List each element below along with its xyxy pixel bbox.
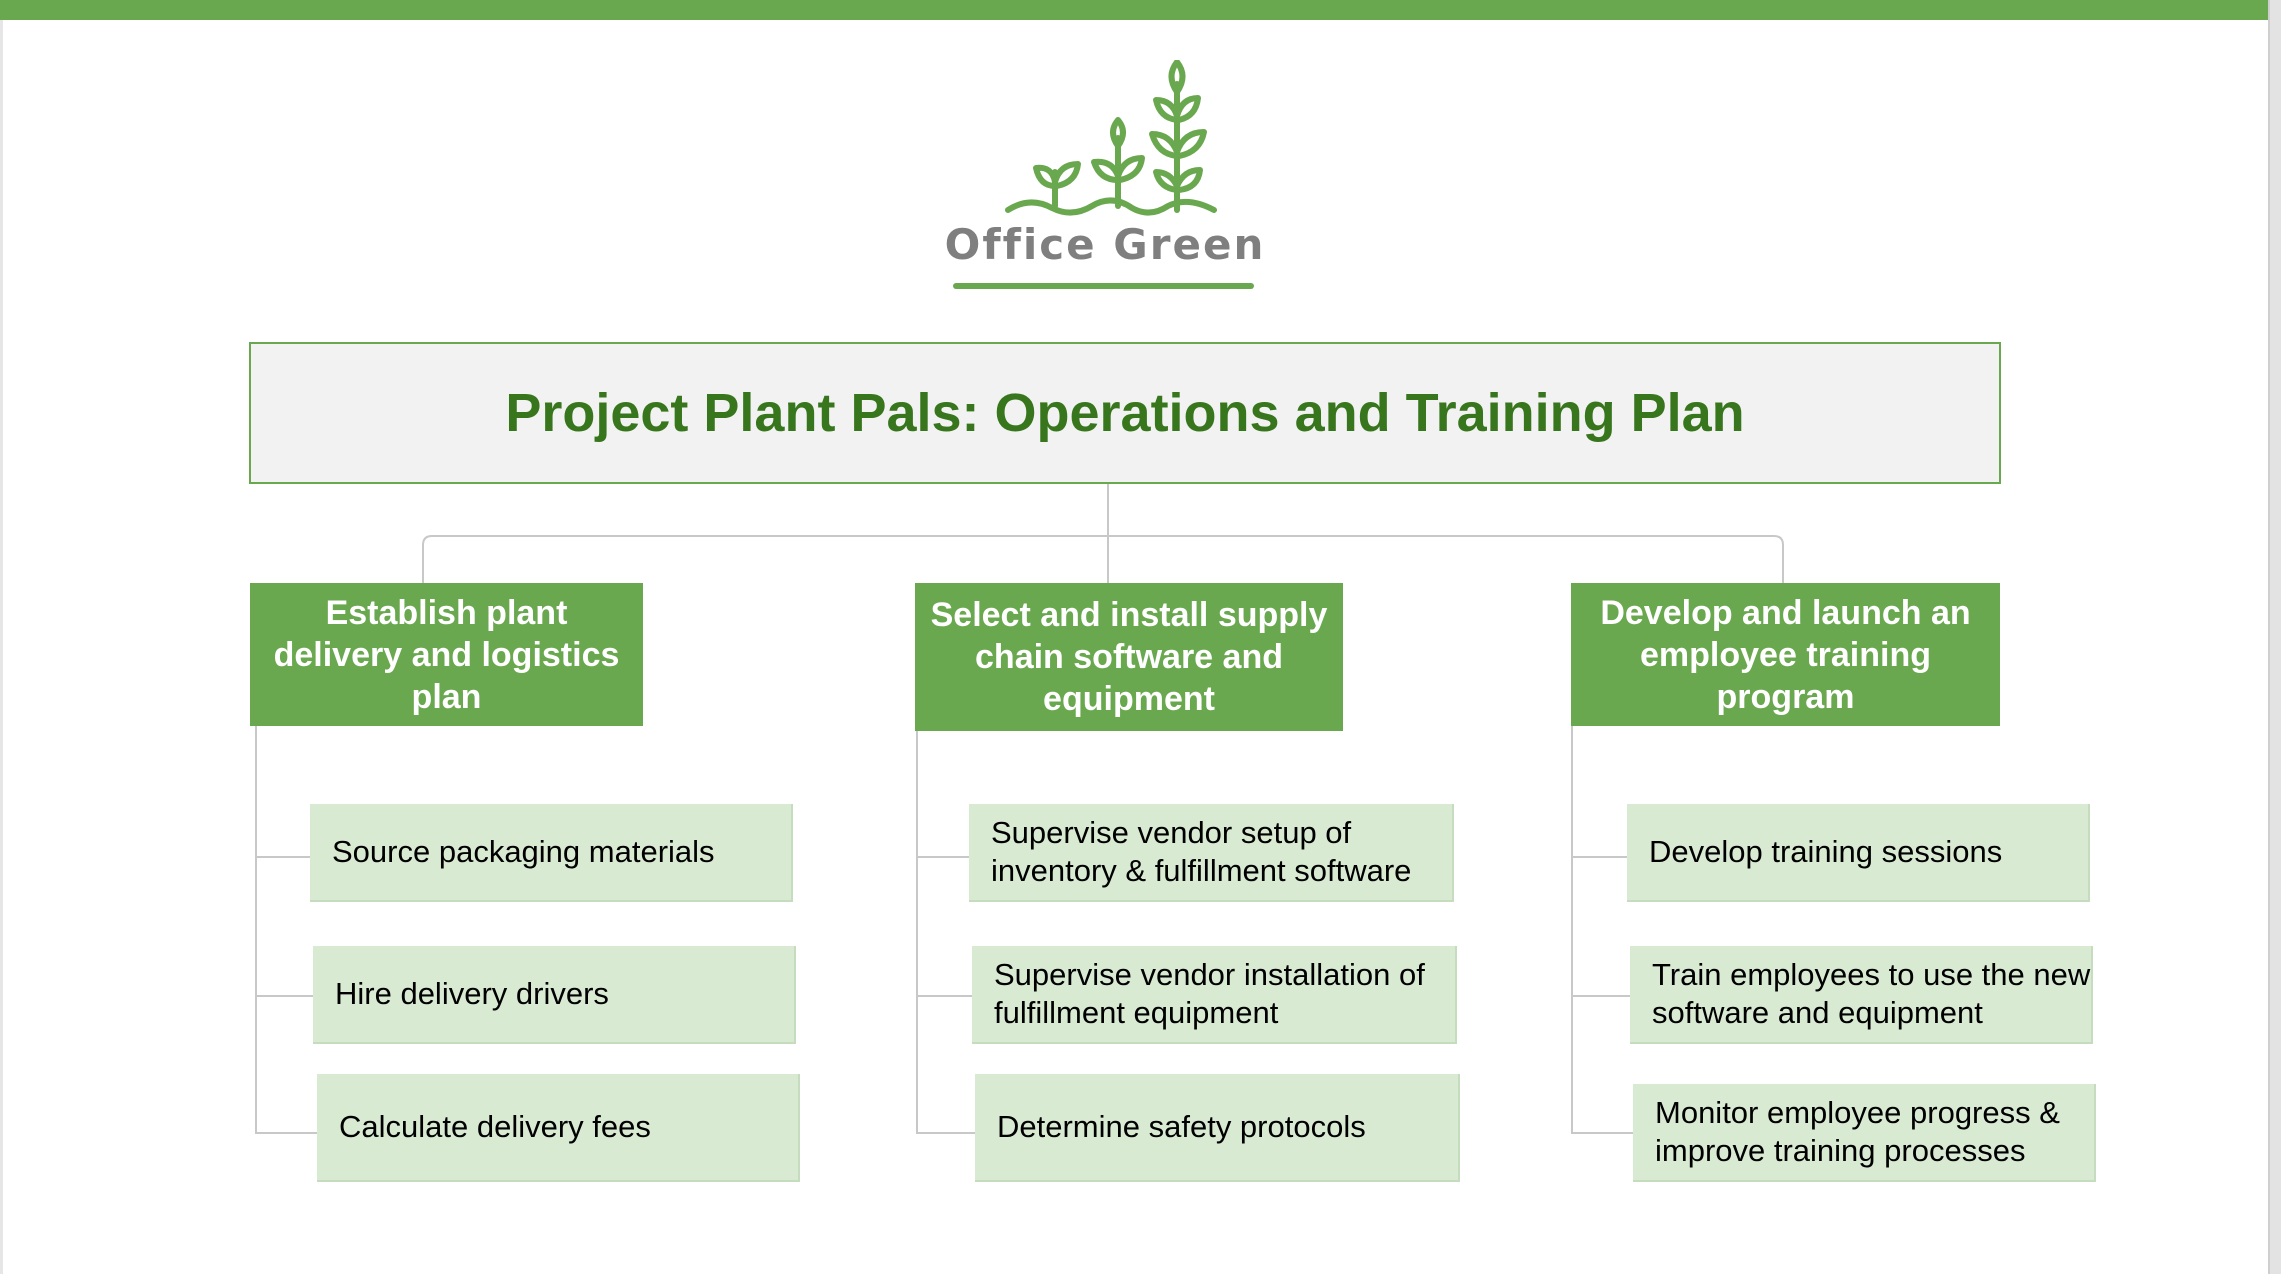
column-2-heading: Select and install supply chain software… [915, 583, 1343, 731]
column-3-spine [1571, 726, 1633, 1134]
office-green-logo: Office Green [940, 60, 1270, 300]
plan-title-box: Project Plant Pals: Operations and Train… [249, 342, 2001, 484]
task-source-packaging: Source packaging materials [310, 804, 793, 902]
task-calculate-fees: Calculate delivery fees [317, 1074, 800, 1182]
task-hire-drivers: Hire delivery drivers [313, 946, 796, 1044]
column-1-spine [255, 726, 317, 1134]
logo-wordmark: Office Green [944, 220, 1266, 269]
task-supervise-software-setup: Supervise vendor setup of inventory & fu… [969, 804, 1454, 902]
task-safety-protocols: Determine safety protocols [975, 1074, 1460, 1182]
column-1-heading: Establish plant delivery and logistics p… [250, 583, 643, 726]
plan-title: Project Plant Pals: Operations and Train… [505, 383, 1745, 443]
task-develop-sessions: Develop training sessions [1627, 804, 2090, 902]
task-supervise-equipment-install: Supervise vendor installation of fulfill… [972, 946, 1457, 1044]
left-page-edge [0, 20, 3, 1274]
top-accent-bar [0, 0, 2268, 20]
task-monitor-progress: Monitor employee progress & improve trai… [1633, 1084, 2096, 1182]
sprouting-plants-icon [1005, 60, 1217, 216]
logo-underline [953, 283, 1254, 289]
column-2-spine [916, 730, 975, 1134]
horizontal-branch-line [422, 535, 1784, 583]
task-train-employees: Train employees to use the new software … [1630, 946, 2093, 1044]
column-3-heading: Develop and launch an employee training … [1571, 583, 2000, 726]
right-scrollbar-edge [2268, 0, 2281, 1274]
